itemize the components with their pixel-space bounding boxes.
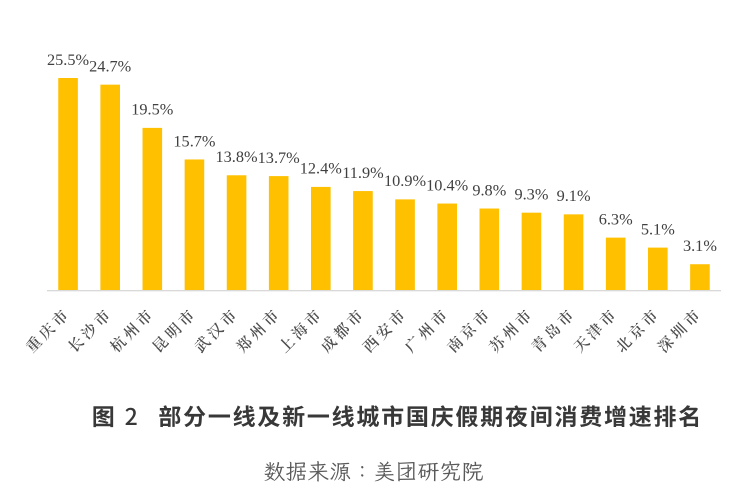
svg-text:13.8%: 13.8%	[216, 147, 258, 166]
svg-text:9.3%: 9.3%	[514, 184, 548, 203]
svg-text:12.4%: 12.4%	[300, 159, 342, 178]
svg-text:9.1%: 9.1%	[557, 186, 591, 205]
svg-text:11.9%: 11.9%	[342, 163, 383, 182]
svg-text:25.5%: 25.5%	[47, 50, 89, 69]
svg-text:15.7%: 15.7%	[173, 131, 215, 150]
svg-text:13.7%: 13.7%	[258, 148, 300, 167]
svg-text:6.3%: 6.3%	[599, 209, 633, 228]
svg-text:9.8%: 9.8%	[472, 180, 506, 199]
svg-text:5.1%: 5.1%	[641, 219, 675, 238]
svg-text:19.5%: 19.5%	[131, 100, 173, 119]
svg-text:3.1%: 3.1%	[683, 236, 717, 255]
svg-text:10.4%: 10.4%	[426, 175, 468, 194]
svg-text:10.9%: 10.9%	[384, 171, 426, 190]
svg-text:24.7%: 24.7%	[89, 56, 131, 75]
